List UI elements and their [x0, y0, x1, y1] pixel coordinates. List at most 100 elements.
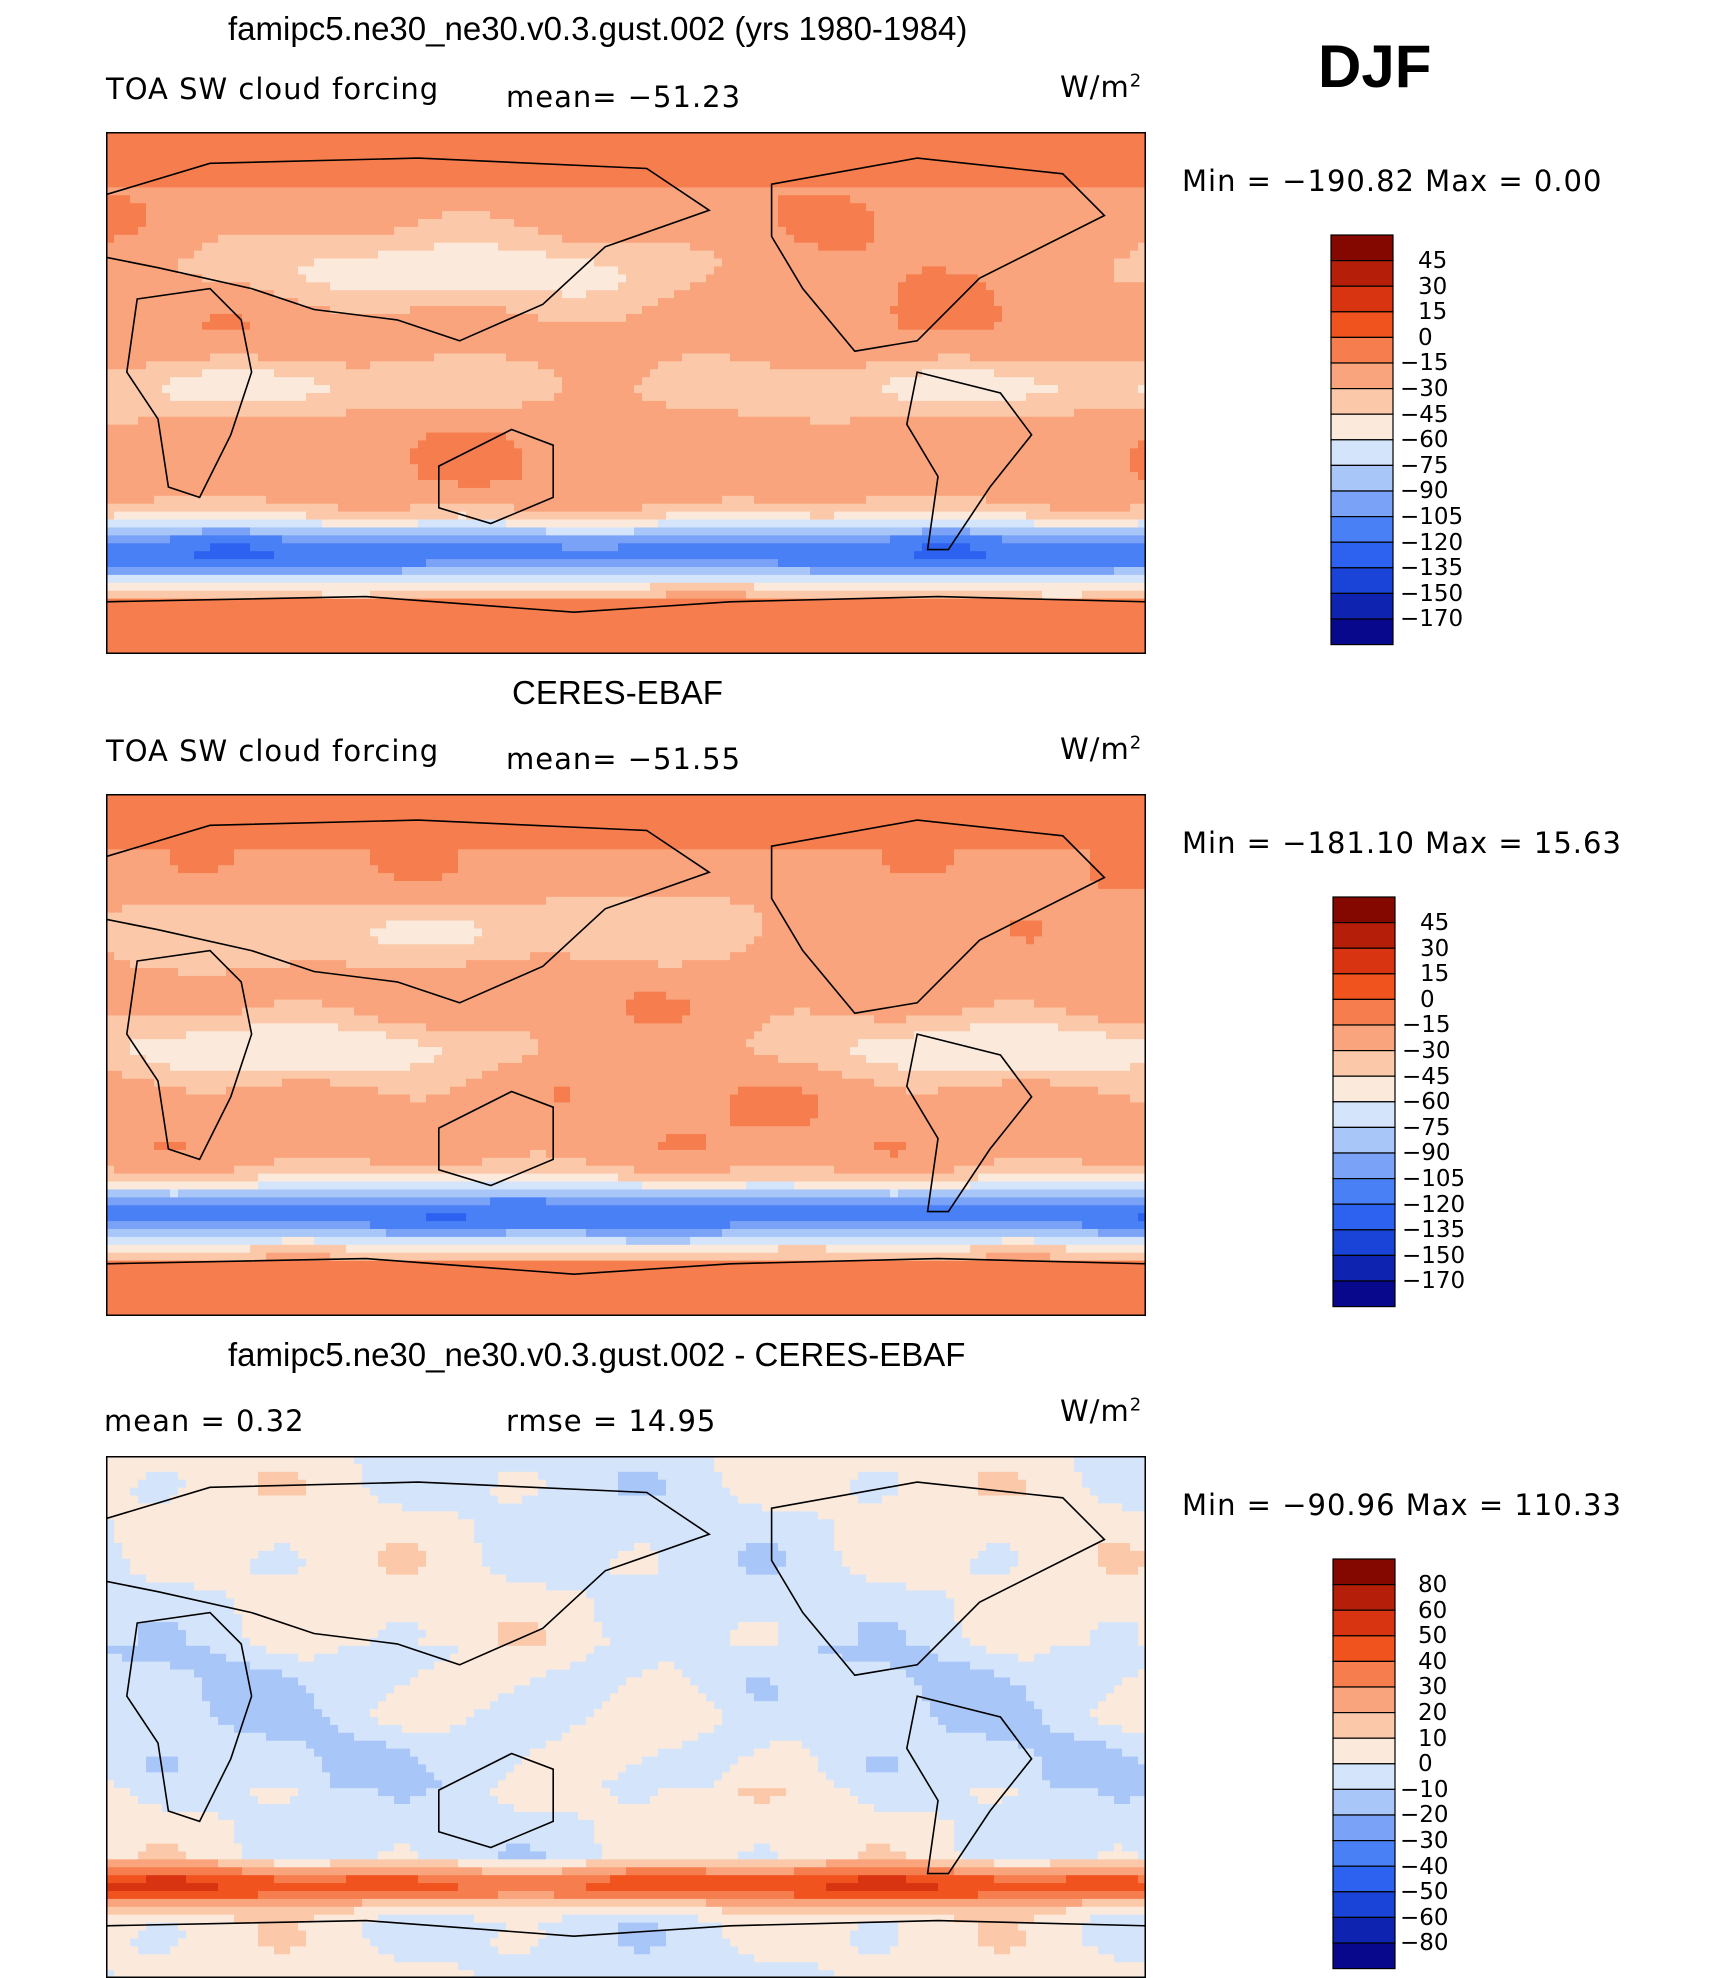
panel-3-mean: mean = 0.32	[104, 1404, 305, 1438]
colorbar-box	[1333, 1255, 1395, 1281]
colorbar-tick-label: −170	[1400, 606, 1463, 632]
colorbar-box	[1333, 1153, 1395, 1179]
panel-1-map	[106, 132, 1146, 654]
panel-2-mean: mean= −51.55	[506, 742, 741, 776]
colorbar-tick-label: −150	[1402, 1243, 1465, 1269]
colorbar-box	[1331, 542, 1393, 568]
colorbar-tick-label: 0	[1418, 325, 1433, 351]
colorbar-box	[1333, 1102, 1395, 1128]
colorbar-tick-label: −50	[1400, 1879, 1449, 1905]
panel-2-variable: TOA SW cloud forcing	[106, 734, 439, 768]
colorbar-box	[1331, 491, 1393, 517]
panel-1-variable: TOA SW cloud forcing	[106, 72, 439, 106]
panel-3-map	[106, 1456, 1146, 1978]
colorbar-box	[1333, 974, 1395, 1000]
colorbar-box	[1333, 1025, 1395, 1051]
colorbar-box	[1333, 1789, 1395, 1815]
colorbar-tick-label: 30	[1418, 274, 1447, 300]
colorbar-box	[1333, 1943, 1395, 1969]
colorbar-box	[1333, 1866, 1395, 1892]
colorbar-box	[1331, 593, 1393, 619]
colorbar-box	[1333, 1076, 1395, 1102]
colorbar-box	[1333, 1051, 1395, 1077]
colorbar-tick-label: −60	[1400, 1905, 1449, 1931]
colorbar-box	[1333, 897, 1395, 923]
colorbar-box	[1333, 1687, 1395, 1713]
colorbar-box	[1333, 923, 1395, 949]
colorbar-box	[1333, 1127, 1395, 1153]
panel-3-rmse: rmse = 14.95	[506, 1404, 716, 1438]
panel-2-map	[106, 794, 1146, 1316]
season-label: DJF	[1318, 32, 1431, 101]
colorbar-tick-label: 15	[1420, 961, 1449, 987]
colorbar-box	[1331, 389, 1393, 415]
colorbar-box	[1331, 337, 1393, 363]
colorbar-box	[1333, 948, 1395, 974]
colorbar-box	[1333, 1841, 1395, 1867]
colorbar-box	[1333, 1610, 1395, 1636]
panel-2-units: W/m2	[1060, 732, 1142, 766]
colorbar-box	[1333, 1738, 1395, 1764]
panel-1-title: famipc5.ne30_ne30.v0.3.gust.002 (yrs 198…	[228, 10, 967, 48]
colorbar-box	[1331, 568, 1393, 594]
panel-1-units: W/m2	[1060, 70, 1142, 104]
colorbar-tick-label: 30	[1418, 1674, 1447, 1700]
panel-1-mean: mean= −51.23	[506, 80, 741, 114]
colorbar-tick-label: −45	[1402, 1064, 1451, 1090]
colorbar-box	[1333, 1281, 1395, 1307]
colorbar-tick-label: −105	[1402, 1166, 1465, 1192]
colorbar-box	[1333, 1636, 1395, 1662]
colorbar-box	[1331, 235, 1393, 261]
panel-2-title: CERES-EBAF	[512, 674, 723, 712]
colorbar-tick-label: −30	[1400, 376, 1449, 402]
colorbar-box	[1331, 363, 1393, 389]
colorbar-tick-label: −150	[1400, 581, 1463, 607]
colorbar-tick-label: −10	[1400, 1777, 1449, 1803]
colorbar-box	[1331, 517, 1393, 543]
colorbar-box	[1331, 286, 1393, 312]
colorbar-box	[1333, 1892, 1395, 1918]
colorbar-box	[1333, 1661, 1395, 1687]
colorbar-tick-label: 50	[1418, 1623, 1447, 1649]
colorbar-tick-label: −75	[1400, 453, 1449, 479]
colorbar-box	[1331, 440, 1393, 466]
colorbar-box	[1333, 1230, 1395, 1256]
colorbar-tick-label: −30	[1400, 1828, 1449, 1854]
colorbar-tick-label: −105	[1400, 504, 1463, 530]
colorbar-box	[1333, 1204, 1395, 1230]
colorbar-tick-label: 45	[1420, 910, 1449, 936]
panel-2-minmax: Min = −181.10 Max = 15.63	[1182, 826, 1622, 860]
colorbar-box	[1333, 1559, 1395, 1585]
colorbar-tick-label: 0	[1418, 1751, 1433, 1777]
panel-3-minmax: Min = −90.96 Max = 110.33	[1182, 1488, 1622, 1522]
colorbar-tick-label: 20	[1418, 1700, 1447, 1726]
colorbar-tick-label: −40	[1400, 1854, 1449, 1880]
colorbar-box	[1333, 1815, 1395, 1841]
colorbar-tick-label: −60	[1400, 427, 1449, 453]
colorbar-box	[1333, 1917, 1395, 1943]
colorbar-tick-label: 15	[1418, 299, 1447, 325]
colorbar-tick-label: 80	[1418, 1572, 1447, 1598]
panel-3-title: famipc5.ne30_ne30.v0.3.gust.002 - CERES-…	[228, 1336, 965, 1374]
colorbar-tick-label: 0	[1420, 987, 1435, 1013]
colorbar-tick-label: −90	[1402, 1140, 1451, 1166]
colorbar-tick-label: −120	[1400, 530, 1463, 556]
colorbar-tick-label: −60	[1402, 1089, 1451, 1115]
colorbar-tick-label: −20	[1400, 1802, 1449, 1828]
colorbar-tick-label: 40	[1418, 1649, 1447, 1675]
colorbar-box	[1331, 261, 1393, 287]
colorbar-box	[1331, 465, 1393, 491]
colorbar-box	[1331, 619, 1393, 645]
colorbar-tick-label: −120	[1402, 1192, 1465, 1218]
colorbar-tick-label: −80	[1400, 1930, 1449, 1956]
colorbar-tick-label: −45	[1400, 402, 1449, 428]
colorbar-tick-label: 45	[1418, 248, 1447, 274]
panel-1-minmax: Min = −190.82 Max = 0.00	[1182, 164, 1602, 198]
colorbar-tick-label: −135	[1402, 1217, 1465, 1243]
colorbar-tick-label: −135	[1400, 555, 1463, 581]
colorbar-box	[1331, 414, 1393, 440]
colorbar-box	[1333, 1179, 1395, 1205]
colorbar-tick-label: −90	[1400, 478, 1449, 504]
colorbar-box	[1333, 1764, 1395, 1790]
